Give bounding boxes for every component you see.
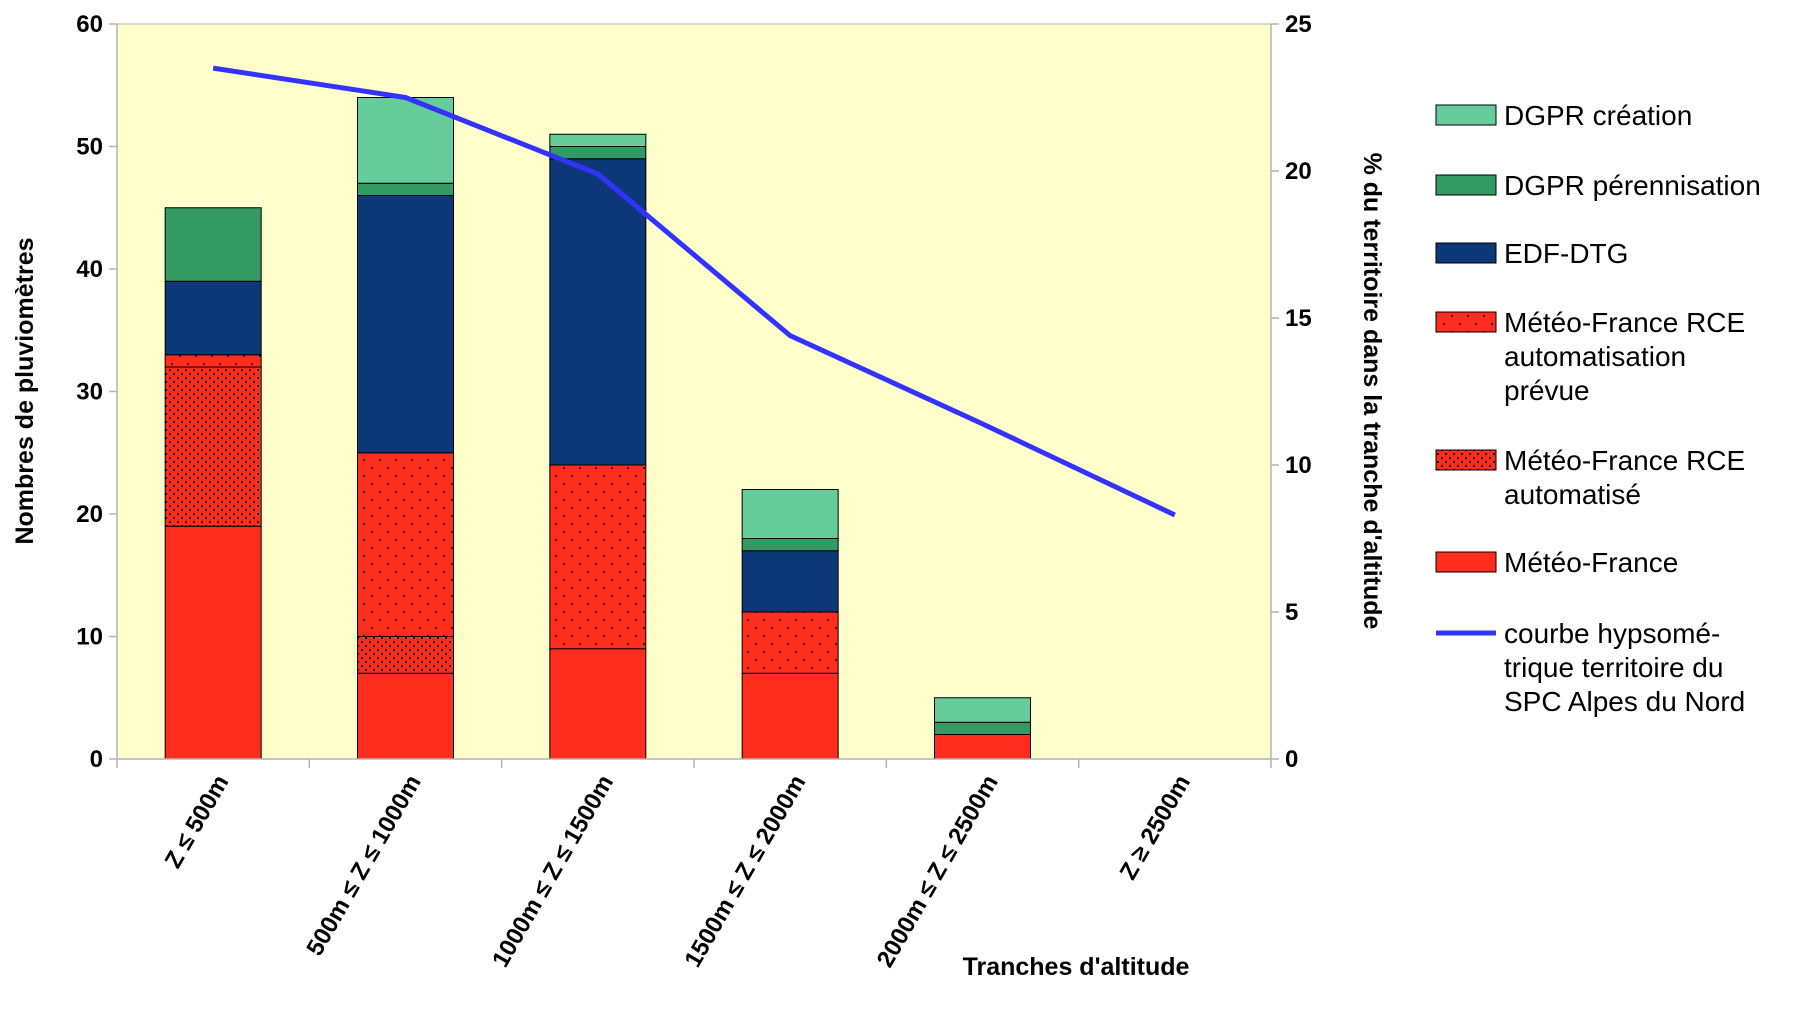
- hypsometric-line: [212, 65, 1176, 518]
- bar-segment: [164, 354, 262, 368]
- bar-segment: [549, 648, 647, 760]
- plot-area: [116, 23, 1272, 760]
- y2-tick-label: 15: [1285, 305, 1312, 332]
- legend-label: EDF-DTG: [1504, 238, 1628, 269]
- bars-layer: [164, 97, 1031, 760]
- y-tick-label: 50: [76, 134, 103, 161]
- bar-segment: [741, 672, 839, 760]
- legend-label: DGPR pérennisation: [1504, 170, 1761, 201]
- bar-segment: [357, 452, 454, 637]
- legend-swatch: [1435, 242, 1497, 264]
- legend-label: Météo-France: [1504, 547, 1678, 578]
- line-layer: [212, 65, 1176, 518]
- bar-segment: [741, 611, 839, 674]
- y2-tick-label: 20: [1285, 158, 1312, 185]
- legend-label: prévue: [1504, 375, 1590, 406]
- y-tick-label: 60: [76, 11, 103, 38]
- legend-swatch: [1435, 311, 1497, 333]
- bar-segment: [934, 734, 1031, 760]
- y-tick-label: 20: [76, 501, 103, 528]
- bar-segment: [357, 195, 454, 454]
- legend-swatch: [1435, 551, 1497, 573]
- bar-segment: [357, 672, 454, 760]
- x-tick-label: Z ≤ 500m: [160, 771, 235, 873]
- legend-swatch: [1435, 449, 1497, 471]
- bar-segment: [934, 697, 1031, 723]
- y2-tick-label: 25: [1285, 11, 1312, 38]
- x-tick-label: Z ≥ 2500m: [1115, 771, 1196, 885]
- bar-segment: [357, 182, 454, 196]
- bar-segment: [164, 366, 262, 527]
- bar-segment: [934, 721, 1031, 735]
- y2-tick-label: 5: [1285, 599, 1298, 626]
- x-tick-label: 2000m ≤ Z ≤ 2500m: [872, 771, 1004, 973]
- legend-label: DGPR création: [1504, 100, 1692, 131]
- bar-segment: [357, 636, 454, 674]
- y2-tick-label: 10: [1285, 452, 1312, 479]
- legend-label: Météo-France RCE: [1504, 307, 1745, 338]
- legend-label: trique territoire du: [1504, 652, 1723, 683]
- x-axis-title: Tranches d'altitude: [963, 953, 1190, 981]
- y2-axis-title: % du territoire dans la tranche d'altitu…: [1358, 153, 1386, 630]
- legend-label: automatisé: [1504, 479, 1641, 510]
- y-tick-label: 30: [76, 379, 103, 406]
- legend-label: automatisation: [1504, 341, 1686, 372]
- x-tick-label: 500m ≤ Z ≤ 1000m: [301, 771, 426, 961]
- x-tick-label: 1500m ≤ Z ≤ 2000m: [679, 771, 811, 973]
- bar-segment: [549, 464, 647, 650]
- y2-tick-label: 0: [1285, 746, 1298, 773]
- y-tick-label: 40: [76, 256, 103, 283]
- bar-segment: [549, 146, 647, 160]
- x-tick-label: 1000m ≤ Z ≤ 1500m: [487, 771, 619, 973]
- legend-label: Météo-France RCE: [1504, 445, 1745, 476]
- bar-segment: [741, 538, 839, 552]
- legend-label: SPC Alpes du Nord: [1504, 686, 1745, 717]
- bar-segment: [741, 550, 839, 613]
- legend-swatch: [1435, 174, 1497, 196]
- legend-label: courbe hypsomé-: [1504, 618, 1720, 649]
- bar-segment: [164, 280, 262, 356]
- legend: DGPR création DGPR pérennisation EDF-DTG Mé…: [1435, 100, 1761, 717]
- y-axis-title: Nombres de pluviomètres: [11, 237, 39, 544]
- bar-segment: [549, 158, 647, 466]
- bar-segment: [164, 207, 262, 282]
- bar-segment: [164, 525, 262, 760]
- legend-swatch: [1435, 104, 1497, 126]
- y-tick-label: 0: [90, 746, 103, 773]
- y-tick-label: 10: [76, 624, 103, 651]
- bar-segment: [741, 489, 839, 539]
- bar-segment: [549, 133, 647, 147]
